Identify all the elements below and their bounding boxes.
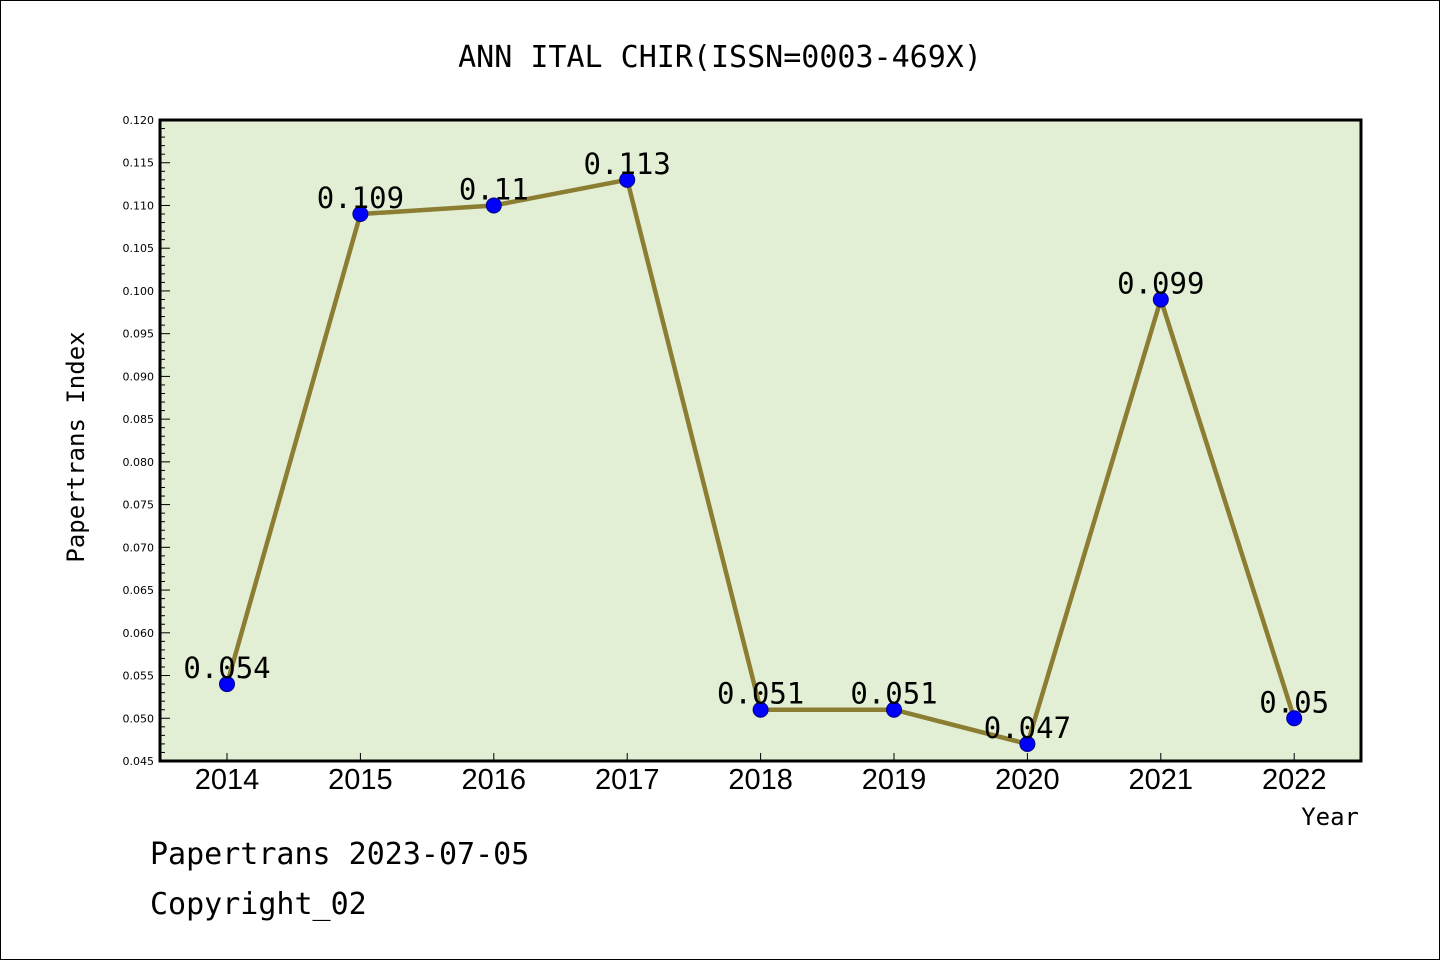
data-label: 0.051 [850, 677, 937, 711]
data-label: 0.054 [183, 651, 270, 685]
data-label: 0.113 [584, 147, 671, 181]
y-tick-label: 0.075 [123, 499, 155, 512]
data-point [1286, 710, 1303, 727]
data-point [619, 171, 636, 188]
data-point [1019, 735, 1036, 752]
y-axis-label: Papertrans Index [62, 331, 90, 562]
x-tick-label: 2020 [995, 764, 1060, 796]
footer-date: Papertrans 2023-07-05 [150, 837, 529, 872]
y-tick-label: 0.055 [123, 670, 155, 683]
y-tick-label: 0.085 [123, 413, 155, 426]
data-point [485, 197, 502, 214]
y-tick-label: 0.080 [123, 456, 155, 469]
y-tick-label: 0.100 [123, 285, 155, 298]
data-label: 0.047 [984, 711, 1071, 745]
data-point [1152, 291, 1169, 308]
footer-copyright: Copyright_02 [150, 887, 367, 922]
x-axis-label: Year [1301, 803, 1359, 831]
x-axis-ticks: 2014 2015 2016 2017 2018 2019 2020 2021 2022 [195, 753, 1327, 796]
y-tick-label: 0.105 [123, 242, 155, 255]
x-tick-label: 2022 [1262, 764, 1327, 796]
data-label: 0.11 [459, 172, 529, 206]
y-tick-label: 0.120 [123, 114, 155, 127]
x-tick-label: 2016 [462, 764, 527, 796]
data-point [352, 206, 369, 223]
chart-title: ANN ITAL CHIR(ISSN=0003-469X) [458, 40, 982, 75]
x-tick-label: 2015 [328, 764, 393, 796]
y-tick-label: 0.050 [123, 712, 155, 725]
y-tick-label: 0.115 [123, 157, 155, 170]
y-tick-label: 0.065 [123, 584, 155, 597]
data-label: 0.099 [1117, 266, 1204, 300]
x-tick-label: 2014 [195, 764, 260, 796]
y-tick-label: 0.095 [123, 328, 155, 341]
data-series: 0.054 0.109 0.11 0.113 0.051 0.051 0.047 0.099 0… [183, 147, 1329, 752]
y-axis-ticks: 0.045 0.050 0.055 0.060 0.065 0.070 0.075 0.080… [123, 114, 170, 768]
data-point [886, 701, 902, 718]
x-tick-label: 2019 [862, 764, 927, 796]
y-tick-label: 0.110 [123, 199, 155, 212]
plot-area [160, 120, 1361, 761]
data-point [752, 701, 769, 718]
y-tick-label: 0.090 [123, 370, 155, 383]
plot-border [158, 118, 1363, 763]
data-label: 0.05 [1259, 685, 1329, 719]
y-tick-label: 0.045 [123, 755, 155, 768]
y-tick-label: 0.070 [123, 541, 155, 554]
y-tick-label: 0.060 [123, 627, 155, 640]
data-label: 0.109 [317, 181, 404, 215]
x-tick-label: 2017 [595, 764, 660, 796]
data-point [219, 676, 235, 693]
data-label: 0.051 [717, 677, 804, 711]
x-tick-label: 2018 [728, 764, 793, 796]
x-tick-label: 2021 [1129, 764, 1194, 796]
